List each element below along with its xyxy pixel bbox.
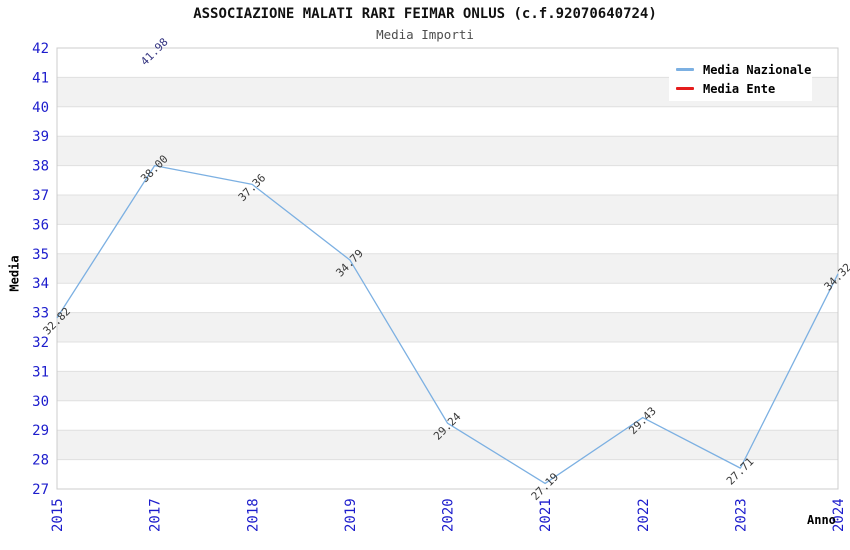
legend-item-media-nazionale: Media Nazionale <box>669 63 812 77</box>
plot-band <box>57 253 838 284</box>
plot-band <box>57 430 838 460</box>
x-tick-label: 2021 <box>538 498 554 532</box>
plot-band <box>57 195 838 225</box>
y-tick-label: 39 <box>32 129 49 145</box>
x-tick-label: 2015 <box>50 498 66 532</box>
y-tick-label: 34 <box>32 276 49 292</box>
y-tick-label: 42 <box>32 41 49 57</box>
plot-band <box>57 342 838 372</box>
plot-border <box>56 47 839 490</box>
y-tick-label: 32 <box>32 335 49 351</box>
x-tick-label: 2020 <box>441 498 457 532</box>
legend-label: Media Ente <box>703 81 776 96</box>
plot-band <box>57 165 838 195</box>
x-tick-label: 2023 <box>733 498 749 532</box>
y-axis-title: Media <box>7 255 22 292</box>
legend: Media Nazionale Media Ente <box>669 57 812 101</box>
x-tick-label: 2018 <box>245 498 261 532</box>
plot-band <box>57 312 838 342</box>
y-tick-label: 31 <box>32 364 49 380</box>
plot-band <box>57 224 838 254</box>
x-tick-label: 2024 <box>831 498 847 532</box>
line-swatch-icon <box>676 68 694 71</box>
y-tick-label: 40 <box>32 100 49 116</box>
plot-band <box>57 400 838 431</box>
legend-item-media-ente: Media Ente <box>669 82 812 96</box>
y-tick-label: 38 <box>32 159 49 175</box>
y-tick-label: 28 <box>32 453 49 469</box>
chart-subtitle: Media Importi <box>376 27 474 42</box>
plot-band <box>57 459 838 489</box>
y-tick-label: 33 <box>32 306 49 322</box>
y-tick-label: 27 <box>32 482 49 498</box>
plot-band <box>57 136 838 166</box>
y-tick-label: 36 <box>32 217 49 233</box>
x-axis-title: Anno <box>807 513 836 527</box>
plot-band <box>57 106 838 137</box>
y-tick-label: 37 <box>32 188 49 204</box>
series-line <box>56 164 839 485</box>
x-tick-label: 2019 <box>343 498 359 532</box>
x-tick-label: 2022 <box>636 498 652 532</box>
y-tick-label: 30 <box>32 394 49 410</box>
x-tick-label: 2017 <box>148 498 164 532</box>
y-tick-label: 41 <box>32 70 49 86</box>
plot-band <box>57 283 838 313</box>
y-tick-label: 29 <box>32 423 49 439</box>
chart-title: ASSOCIAZIONE MALATI RARI FEIMAR ONLUS (c… <box>193 6 657 22</box>
y-tick-label: 35 <box>32 247 49 263</box>
legend-label: Media Nazionale <box>703 62 812 77</box>
plot-band <box>57 371 838 401</box>
line-swatch-icon <box>676 87 694 90</box>
